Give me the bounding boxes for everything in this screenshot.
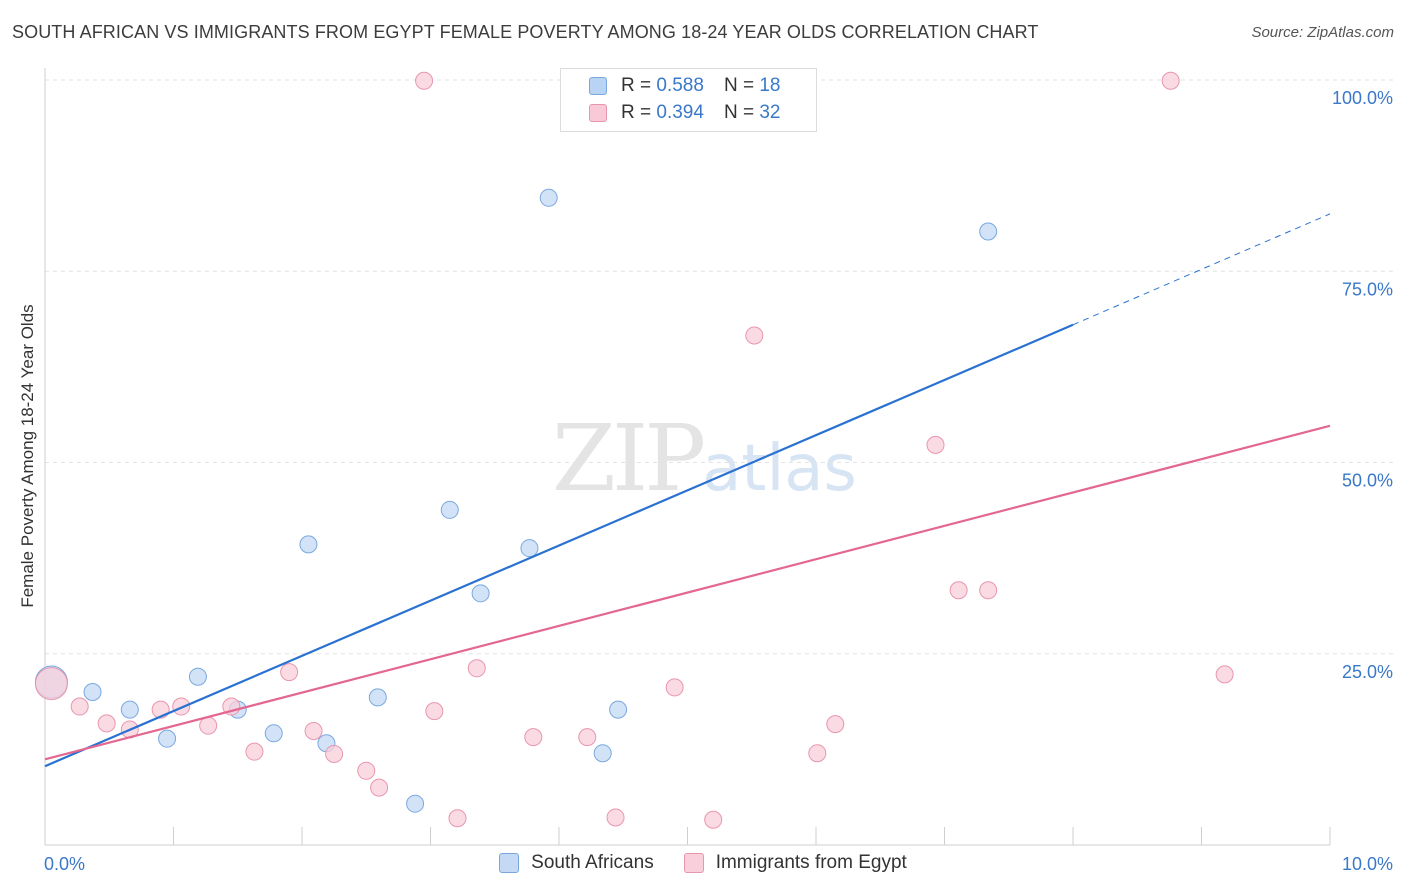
data-point-south-africans bbox=[609, 700, 628, 719]
data-point-south-africans bbox=[406, 794, 425, 813]
chart-title: SOUTH AFRICAN VS IMMIGRANTS FROM EGYPT F… bbox=[12, 22, 1039, 42]
data-point-immigrants-from-egypt bbox=[370, 778, 389, 797]
stats-legend-row-egypt: R = 0.394 N = 32 bbox=[589, 101, 780, 125]
legend-n-label: N = bbox=[723, 75, 755, 96]
data-point-south-africans bbox=[368, 688, 387, 707]
legend-r-label: R = bbox=[621, 75, 652, 96]
legend-r-label: R = bbox=[621, 102, 652, 123]
series-label-south-africans: South Africans bbox=[531, 852, 654, 873]
y-tick-label: 25.0% bbox=[1342, 662, 1393, 682]
trend-line-south-africans bbox=[44, 323, 1074, 768]
data-point-immigrants-from-egypt bbox=[280, 663, 299, 682]
legend-n-value: 32 bbox=[759, 102, 781, 123]
data-point-immigrants-from-egypt bbox=[425, 702, 444, 721]
series-legend-egypt: Immigrants from Egypt bbox=[683, 852, 907, 874]
data-point-immigrants-from-egypt bbox=[979, 581, 998, 600]
x-tick-label: 0.0% bbox=[44, 854, 85, 874]
data-point-immigrants-from-egypt bbox=[245, 742, 264, 761]
data-point-immigrants-from-egypt bbox=[578, 728, 597, 747]
data-point-immigrants-from-egypt bbox=[415, 71, 434, 90]
legend-n-label: N = bbox=[723, 102, 755, 123]
y-tick-label: 50.0% bbox=[1342, 471, 1393, 491]
data-point-south-africans bbox=[440, 500, 459, 519]
data-point-immigrants-from-egypt bbox=[949, 581, 968, 600]
legend-swatch-egypt bbox=[589, 104, 607, 122]
series-swatch-south-africans bbox=[499, 853, 520, 873]
data-point-immigrants-from-egypt bbox=[34, 667, 68, 701]
trend-line-extension-south-africans bbox=[1072, 213, 1331, 326]
data-point-immigrants-from-egypt bbox=[606, 808, 625, 827]
source-credit: Source: ZipAtlas.com bbox=[1251, 24, 1394, 41]
data-point-south-africans bbox=[539, 188, 558, 207]
data-point-immigrants-from-egypt bbox=[467, 659, 486, 678]
data-point-south-africans bbox=[520, 539, 539, 558]
data-point-immigrants-from-egypt bbox=[357, 761, 376, 780]
data-point-immigrants-from-egypt bbox=[826, 715, 845, 734]
x-tick-label: 10.0% bbox=[1342, 854, 1393, 874]
stats-legend-row-south-africans: R = 0.588 N = 18 bbox=[589, 74, 780, 98]
data-point-immigrants-from-egypt bbox=[325, 744, 344, 763]
data-point-south-africans bbox=[299, 535, 318, 554]
stats-legend: R = 0.588 N = 18 R = 0.394 N = 32 bbox=[560, 68, 817, 132]
y-tick-label: 75.0% bbox=[1342, 279, 1393, 299]
legend-r-value: 0.588 bbox=[656, 75, 704, 96]
data-point-immigrants-from-egypt bbox=[199, 716, 218, 735]
legend-r-value: 0.394 bbox=[656, 102, 704, 123]
series-label-egypt: Immigrants from Egypt bbox=[715, 852, 907, 873]
data-point-south-africans bbox=[188, 667, 207, 686]
data-point-immigrants-from-egypt bbox=[1215, 665, 1234, 684]
data-point-immigrants-from-egypt bbox=[448, 809, 467, 828]
data-point-immigrants-from-egypt bbox=[304, 722, 323, 741]
data-point-south-africans bbox=[83, 683, 102, 701]
data-point-south-africans bbox=[979, 222, 998, 241]
trend-line-immigrants-from-egypt bbox=[44, 424, 1331, 761]
data-point-south-africans bbox=[471, 584, 490, 603]
data-point-immigrants-from-egypt bbox=[808, 744, 827, 763]
series-swatch-egypt bbox=[683, 853, 704, 873]
data-point-immigrants-from-egypt bbox=[745, 326, 764, 345]
data-point-immigrants-from-egypt bbox=[1161, 71, 1180, 90]
legend-swatch-south-africans bbox=[589, 77, 607, 95]
data-point-immigrants-from-egypt bbox=[665, 678, 684, 697]
series-legend: South Africans Immigrants from Egypt bbox=[0, 852, 1406, 874]
data-point-south-africans bbox=[264, 724, 283, 743]
data-point-immigrants-from-egypt bbox=[704, 810, 723, 829]
data-point-immigrants-from-egypt bbox=[926, 435, 945, 454]
data-point-immigrants-from-egypt bbox=[524, 728, 543, 747]
data-point-south-africans bbox=[158, 729, 177, 748]
data-point-immigrants-from-egypt bbox=[70, 697, 89, 716]
data-point-south-africans bbox=[593, 744, 612, 763]
watermark-atlas: atlas bbox=[702, 432, 857, 506]
series-legend-south-africans: South Africans bbox=[499, 852, 654, 874]
data-point-immigrants-from-egypt bbox=[97, 714, 116, 733]
legend-n-value: 18 bbox=[759, 75, 781, 96]
data-point-south-africans bbox=[120, 700, 139, 719]
y-tick-label: 100.0% bbox=[1332, 88, 1393, 108]
